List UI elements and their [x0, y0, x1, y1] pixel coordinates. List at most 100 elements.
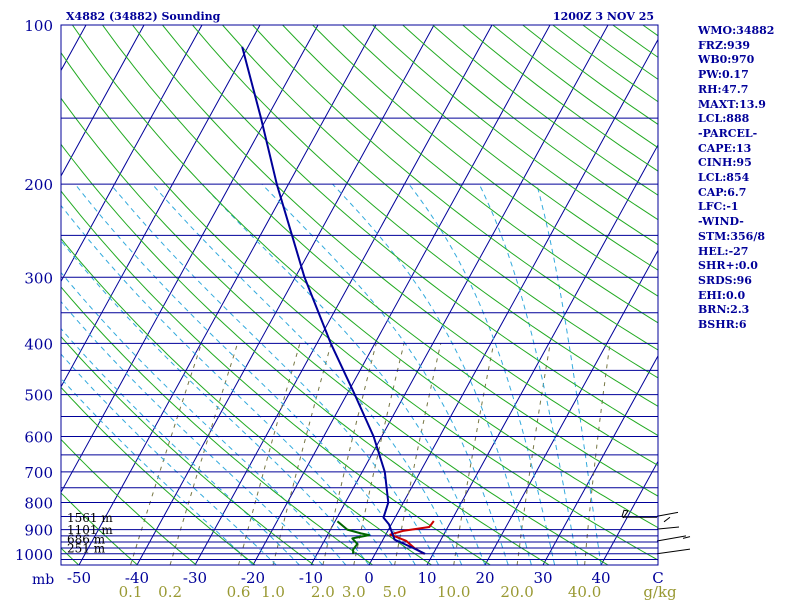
temperature-trace [389, 520, 435, 555]
pressure-tick-label: 500 [24, 387, 53, 405]
mixing-ratio-line [169, 343, 239, 565]
moist-adiabat [61, 327, 300, 565]
pressure-tick-label: 800 [24, 495, 53, 513]
wind-barb [656, 548, 691, 555]
dry-adiabat [611, 25, 658, 58]
wind-profile [621, 509, 691, 555]
dry-adiabat [61, 438, 197, 565]
moist-adiabat [151, 183, 463, 565]
dry-adiabat [101, 25, 658, 497]
dewpoint-trace [336, 520, 371, 554]
mixing-ratio-label: 2.0 [311, 583, 335, 600]
moist-adiabat [536, 184, 602, 565]
moist-adiabat [332, 183, 532, 565]
index-line: LFC:-1 [698, 200, 739, 214]
dry-adiabat [61, 143, 550, 565]
dry-adiabat [61, 190, 491, 565]
chart-title: X4882 (34882) Sounding [66, 10, 221, 23]
dry-adiabat [61, 237, 432, 565]
pressure-tick-label: 700 [24, 464, 53, 482]
pressure-tick-label: 600 [24, 428, 53, 446]
isotherm-line [542, 354, 658, 565]
mixing-ratio-label: 20.0 [500, 583, 533, 600]
temperature-unit-label: C [652, 569, 663, 587]
dry-adiabat [71, 25, 658, 529]
mixing-ratio-line [238, 343, 301, 565]
index-line: WB0:970 [698, 53, 755, 67]
wind-barb-flag [682, 536, 691, 539]
moist-adiabat [478, 183, 579, 565]
mixing-ratio-label: 0.1 [119, 583, 143, 600]
mixing-ratio-label: 0.2 [158, 583, 182, 600]
height-label: 686 m [67, 532, 106, 546]
mixing-ratio-label: 1.0 [261, 583, 285, 600]
moist-adiabat [61, 240, 370, 565]
isotherm-line [136, 25, 435, 565]
isotherm-line [310, 25, 609, 565]
dry-adiabat [61, 335, 315, 565]
moist-adiabat [61, 300, 323, 565]
height-label: 251 m [67, 541, 106, 555]
isotherm-grid [61, 25, 658, 565]
temperature-tick-label: 0 [364, 569, 374, 587]
temperature-tick-label: 30 [533, 569, 552, 587]
mixing-ratio-line [516, 343, 551, 565]
hodograph-trace [621, 509, 657, 519]
index-line: LCL:888 [698, 112, 750, 126]
dry-adiabat [61, 386, 256, 565]
index-line: CAPE:13 [698, 141, 752, 155]
dry-adiabat [551, 25, 658, 103]
index-line: STM:356/8 [698, 229, 765, 243]
dry-adiabat [61, 286, 373, 565]
mixing-ratio-label: 5.0 [383, 583, 407, 600]
index-line: EHI:0.0 [698, 288, 746, 302]
index-line: -WIND- [698, 215, 744, 229]
temperature-tick-label: 20 [475, 569, 494, 587]
moist-adiabat-lines [61, 183, 602, 565]
moist-adiabat [61, 353, 277, 565]
wind-barb-flag [663, 516, 671, 523]
dry-adiabat-lines [0, 1, 658, 565]
temperature-tick-label: -50 [67, 569, 91, 587]
index-line: CINH:95 [698, 156, 752, 170]
chart-time-label: 1200Z 3 NOV 25 [553, 10, 654, 23]
mixing-ratio-lines [130, 343, 611, 565]
dry-adiabat [61, 492, 138, 565]
isotherm-line [61, 25, 87, 72]
pressure-tick-label: 400 [24, 335, 53, 353]
dry-adiabat [0, 1, 20, 565]
temperature-tick-label: -30 [183, 569, 207, 587]
moist-adiabat [61, 377, 254, 565]
moist-adiabat [61, 204, 393, 565]
isobar-lines [61, 24, 658, 560]
index-line: FRZ:939 [698, 38, 751, 52]
temperature-tick-label: -40 [125, 569, 149, 587]
pressure-tick-label: 300 [24, 269, 53, 287]
index-line: HEL:-27 [698, 244, 749, 258]
moist-adiabat [61, 271, 347, 565]
temperature-tick-label: 10 [417, 569, 436, 587]
isotherm-line [61, 25, 203, 283]
mixing-ratio-line [272, 343, 332, 565]
sounding-series [241, 46, 435, 555]
isotherm-line [600, 460, 658, 565]
mixing-ratio-label: 3.0 [342, 583, 366, 600]
isotherm-line [78, 25, 377, 565]
moist-adiabat [110, 183, 440, 565]
isotherm-line [61, 25, 319, 494]
mixing-ratio-label: 10.0 [437, 583, 470, 600]
height-label: 1101 m [67, 523, 113, 537]
index-line: LCL:854 [698, 171, 750, 184]
isotherm-line [368, 38, 658, 565]
index-line: PW:0.17 [698, 68, 749, 82]
mixing-ratio-line [322, 343, 377, 565]
dry-adiabat [521, 25, 658, 125]
wind-barb [656, 511, 679, 517]
mixing-ratio-unit: g/kg [643, 583, 677, 600]
mixing-ratio-label: 0.6 [227, 583, 251, 600]
mixing-ratio-line [130, 343, 202, 565]
index-line: SRDS:96 [698, 273, 752, 287]
